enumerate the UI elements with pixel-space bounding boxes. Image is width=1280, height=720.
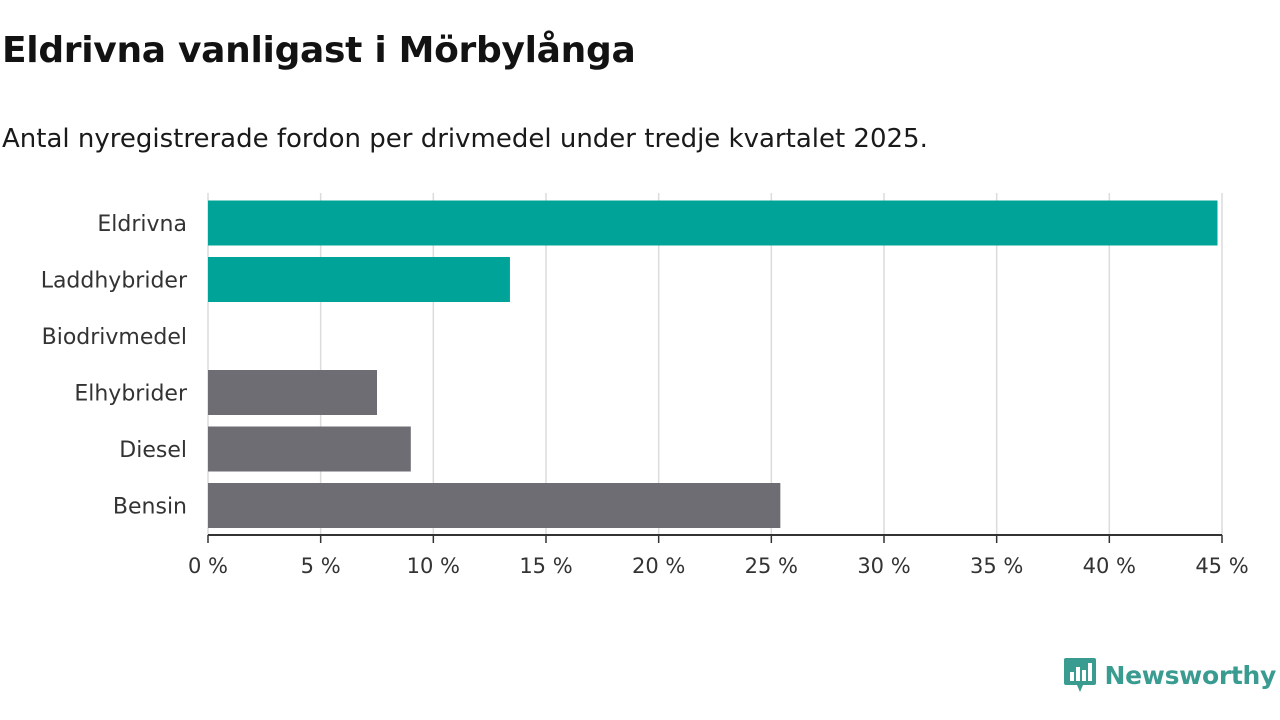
category-label-diesel: Diesel	[119, 438, 187, 463]
chart-title: Eldrivna vanligast i Mörbylånga	[2, 30, 636, 71]
category-label-bensin: Bensin	[113, 495, 187, 520]
x-tick-label-8: 40 %	[1083, 554, 1136, 578]
x-tick-label-4: 20 %	[632, 554, 685, 578]
category-label-laddhybrider: Laddhybrider	[41, 269, 188, 294]
newsworthy-logo-text: Newsworthy	[1104, 660, 1277, 690]
category-label-elhybrider: Elhybrider	[74, 382, 188, 407]
bar-diesel[interactable]	[208, 426, 411, 472]
category-label-biodrivmedel: Biodrivmedel	[42, 325, 187, 350]
bar-bensin[interactable]	[208, 483, 781, 528]
bar-elhybrider[interactable]	[208, 370, 377, 415]
x-tick-label-3: 15 %	[519, 554, 572, 578]
x-tick-label-2: 10 %	[407, 554, 460, 578]
bar-eldrivna[interactable]	[208, 200, 1218, 246]
newsworthy-logo[interactable]: Newsworthy	[1063, 656, 1277, 694]
x-tick-label-1: 5 %	[301, 554, 341, 578]
x-tick-label-5: 25 %	[745, 554, 798, 578]
x-axis: 0 % 5 % 10 % 15 % 20 % 25 % 30 % 35 % 40 % 45 %	[188, 534, 1249, 578]
x-tick-label-9: 45 %	[1195, 554, 1248, 578]
category-label-eldrivna: Eldrivna	[97, 212, 187, 237]
chart-subtitle: Antal nyregistrerade fordon per drivmede…	[2, 124, 928, 154]
bar-laddhybrider[interactable]	[208, 257, 510, 302]
newsworthy-logo-icon	[1063, 658, 1096, 692]
grid-lines	[207, 193, 1223, 535]
category-labels: Eldrivna Laddhybrider Biodrivmedel Elhybrid…	[41, 212, 188, 520]
x-tick-label-6: 30 %	[857, 554, 910, 578]
x-tick-label-7: 35 %	[970, 554, 1023, 578]
x-tick-label-0: 0 %	[188, 554, 228, 578]
bars	[208, 200, 1218, 528]
